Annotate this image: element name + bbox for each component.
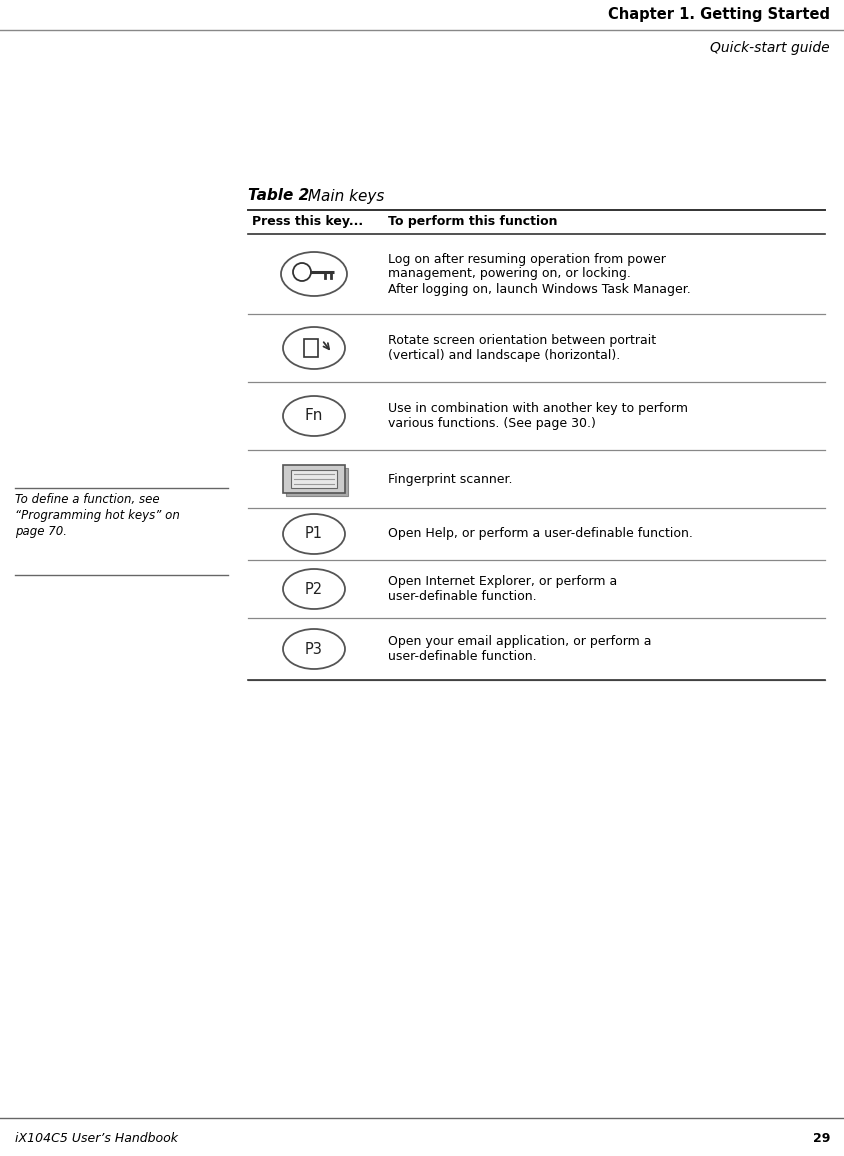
Text: “Programming hot keys” on: “Programming hot keys” on [15,510,180,523]
Ellipse shape [283,514,344,554]
Bar [283,465,344,492]
Text: (vertical) and landscape (horizontal).: (vertical) and landscape (horizontal). [387,349,619,362]
Text: user-definable function.: user-definable function. [387,650,536,664]
Text: Open Internet Explorer, or perform a: Open Internet Explorer, or perform a [387,575,616,588]
Text: 29: 29 [812,1132,829,1144]
Text: Rotate screen orientation between portrait: Rotate screen orientation between portra… [387,334,655,347]
Text: P3: P3 [305,642,322,657]
Bar [304,339,317,357]
Ellipse shape [283,629,344,669]
Circle shape [293,264,311,281]
Text: Press this key...: Press this key... [252,215,363,229]
Text: Quick-start guide: Quick-start guide [710,40,829,55]
Text: Fingerprint scanner.: Fingerprint scanner. [387,473,512,486]
Text: user-definable function.: user-definable function. [387,590,536,603]
Text: page 70.: page 70. [15,526,67,539]
Text: To perform this function: To perform this function [387,215,557,229]
Ellipse shape [283,569,344,609]
Text: Fn: Fn [305,408,322,423]
Text: management, powering on, or locking.: management, powering on, or locking. [387,267,630,281]
Text: Log on after resuming operation from power: Log on after resuming operation from pow… [387,252,665,266]
Text: To define a function, see: To define a function, see [15,494,160,506]
Text: iX104C5 User’s Handbook: iX104C5 User’s Handbook [15,1132,178,1144]
Text: Table 2: Table 2 [247,188,309,203]
Ellipse shape [283,397,344,436]
Bar [290,470,337,488]
Text: Main keys: Main keys [303,188,384,203]
Text: P2: P2 [305,581,322,596]
Ellipse shape [281,252,347,296]
Ellipse shape [283,327,344,369]
Text: After logging on, launch Windows Task Manager.: After logging on, launch Windows Task Ma… [387,282,690,296]
Text: various functions. (See page 30.): various functions. (See page 30.) [387,417,595,430]
Bar [285,468,348,496]
Text: Use in combination with another key to perform: Use in combination with another key to p… [387,402,687,415]
Text: Open your email application, or perform a: Open your email application, or perform … [387,635,651,649]
Text: Open Help, or perform a user-definable function.: Open Help, or perform a user-definable f… [387,527,692,541]
Text: P1: P1 [305,526,322,541]
Text: Chapter 1. Getting Started: Chapter 1. Getting Started [608,7,829,22]
